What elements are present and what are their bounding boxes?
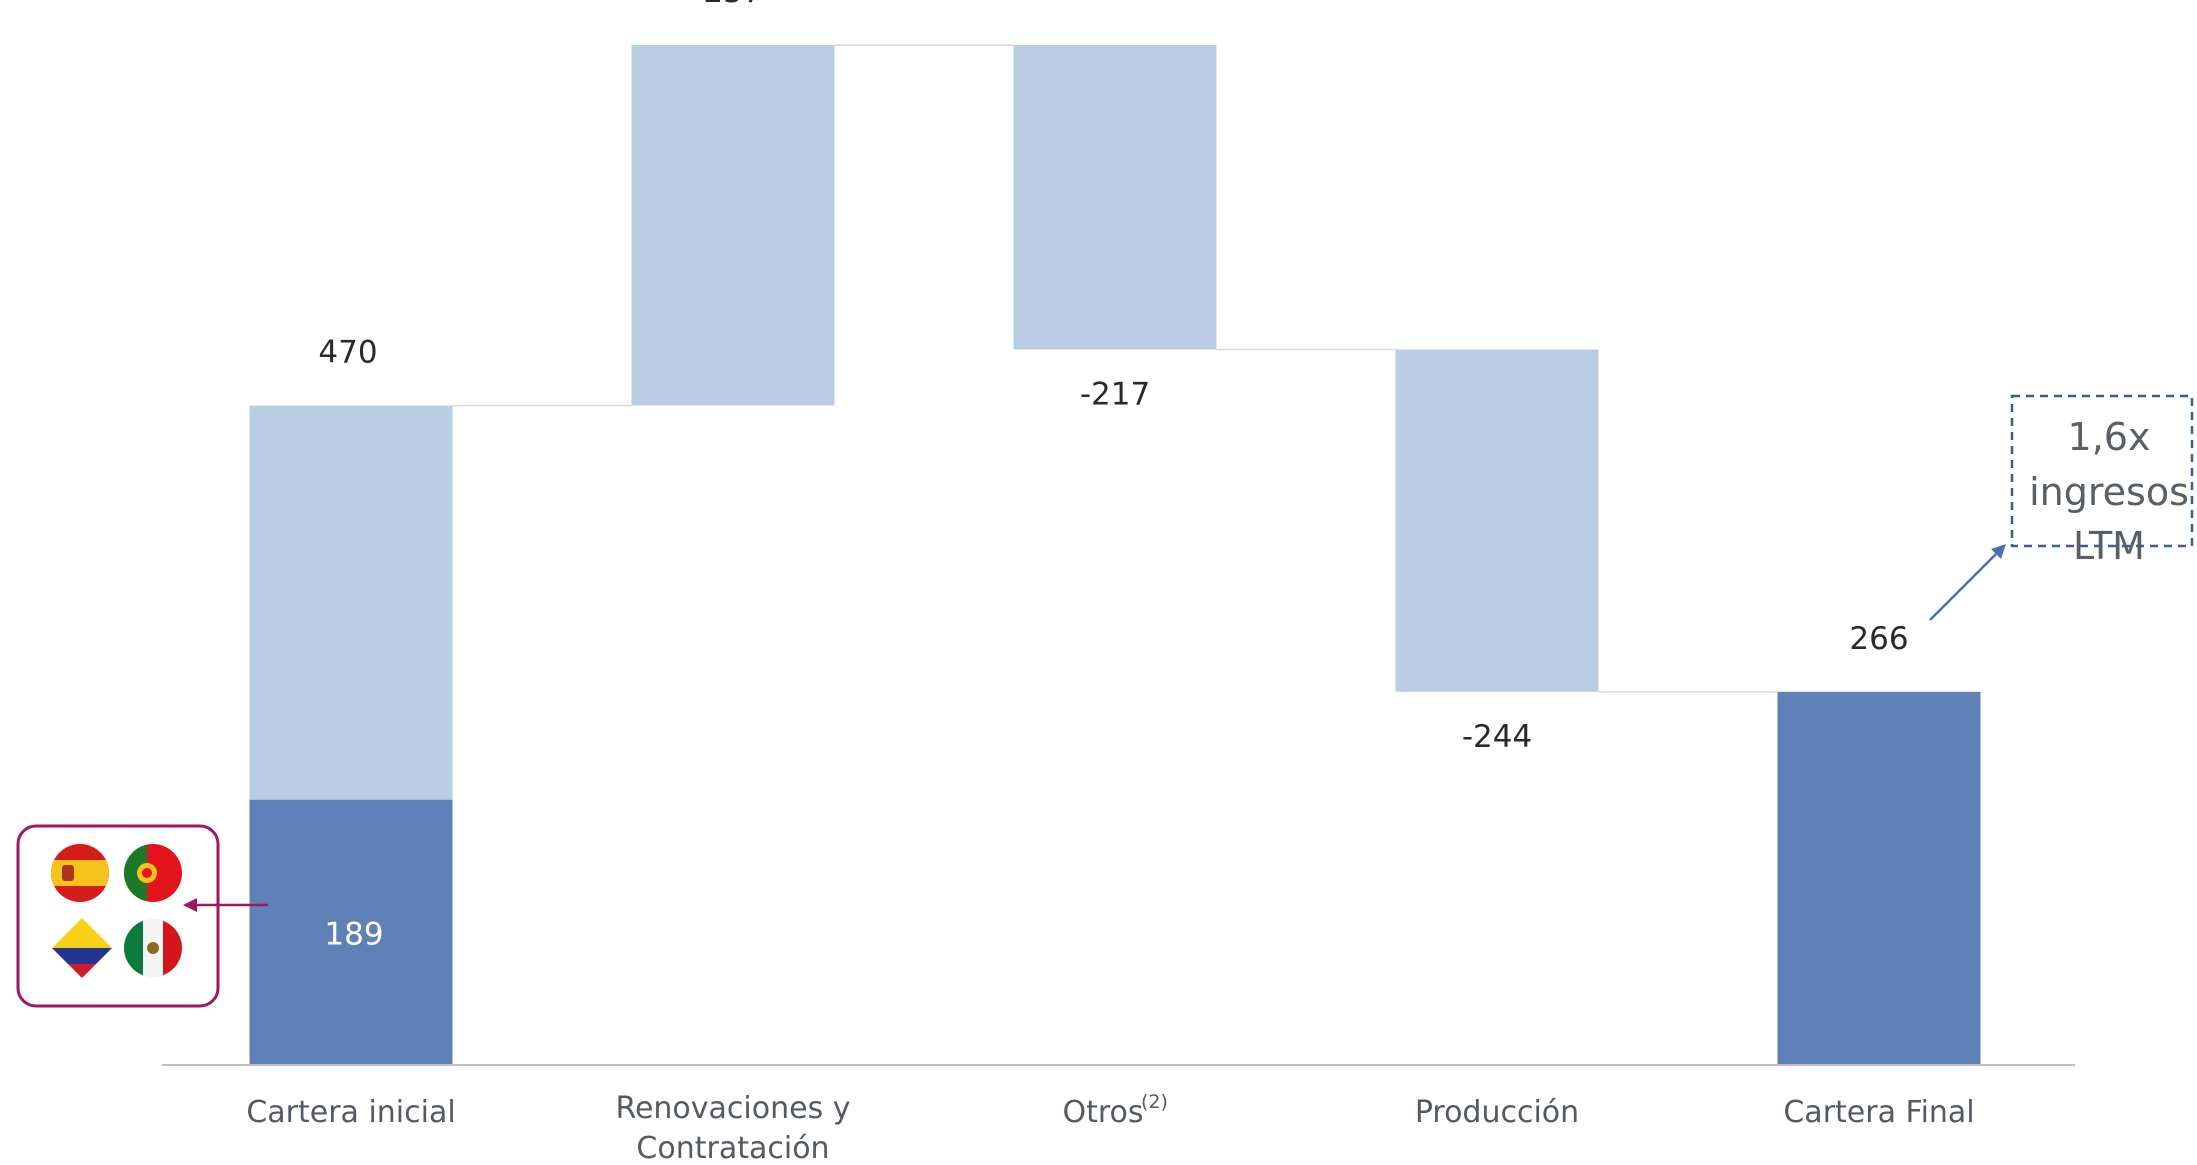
tick-label-cartera-final: Cartera Final xyxy=(1783,1095,1974,1130)
tick-label-renovaciones-line-1: Renovaciones y xyxy=(615,1091,850,1126)
bar-cartera-final xyxy=(1777,691,1981,1065)
ltm-note-line-2: ingresos xyxy=(2029,470,2189,514)
value-label-inner: 189 xyxy=(324,916,383,952)
bar-otros xyxy=(1013,45,1217,350)
mexico-flag-icon xyxy=(124,919,182,977)
x-tick-labels-group: Cartera inicial Renovaciones y Contratació… xyxy=(246,1091,1974,1165)
ltm-note-box xyxy=(2010,394,2194,548)
callout-arrow xyxy=(183,898,268,912)
bars-group xyxy=(249,45,1981,1065)
tick-superscript-otros: (2) xyxy=(1141,1091,1168,1113)
tick-label-cartera-inicial: Cartera inicial xyxy=(246,1095,455,1130)
callout-box xyxy=(16,824,220,1008)
value-label-produccion: -244 xyxy=(1462,719,1532,755)
countries-callout xyxy=(16,824,220,1008)
ltm-note: 1,6x ingresos LTM xyxy=(2010,394,2194,568)
bar-renovaciones xyxy=(631,45,835,406)
portugal-flag-icon xyxy=(124,844,182,902)
tick-label-produccion: Producción xyxy=(1415,1095,1579,1130)
value-labels-group: 470 257 -217 -244 266 189 xyxy=(318,0,1908,952)
value-label-cartera-final: 266 xyxy=(1849,621,1908,657)
bar-cartera-inicial-inner xyxy=(249,799,453,1065)
ltm-note-line-1: 1,6x xyxy=(2068,415,2151,459)
bar-produccion xyxy=(1395,349,1599,692)
value-label-renovaciones: 257 xyxy=(703,0,762,10)
ltm-note-line-3: LTM xyxy=(2073,524,2145,568)
ltm-note-arrow xyxy=(1929,544,2006,621)
value-label-otros: -217 xyxy=(1080,376,1150,412)
tick-label-otros: Otros xyxy=(1062,1095,1143,1130)
spain-flag-icon xyxy=(51,844,109,902)
tick-label-renovaciones-line-2: Contratación xyxy=(636,1131,829,1165)
connector-lines xyxy=(452,44,1778,693)
value-label-cartera-inicial: 470 xyxy=(318,335,377,371)
